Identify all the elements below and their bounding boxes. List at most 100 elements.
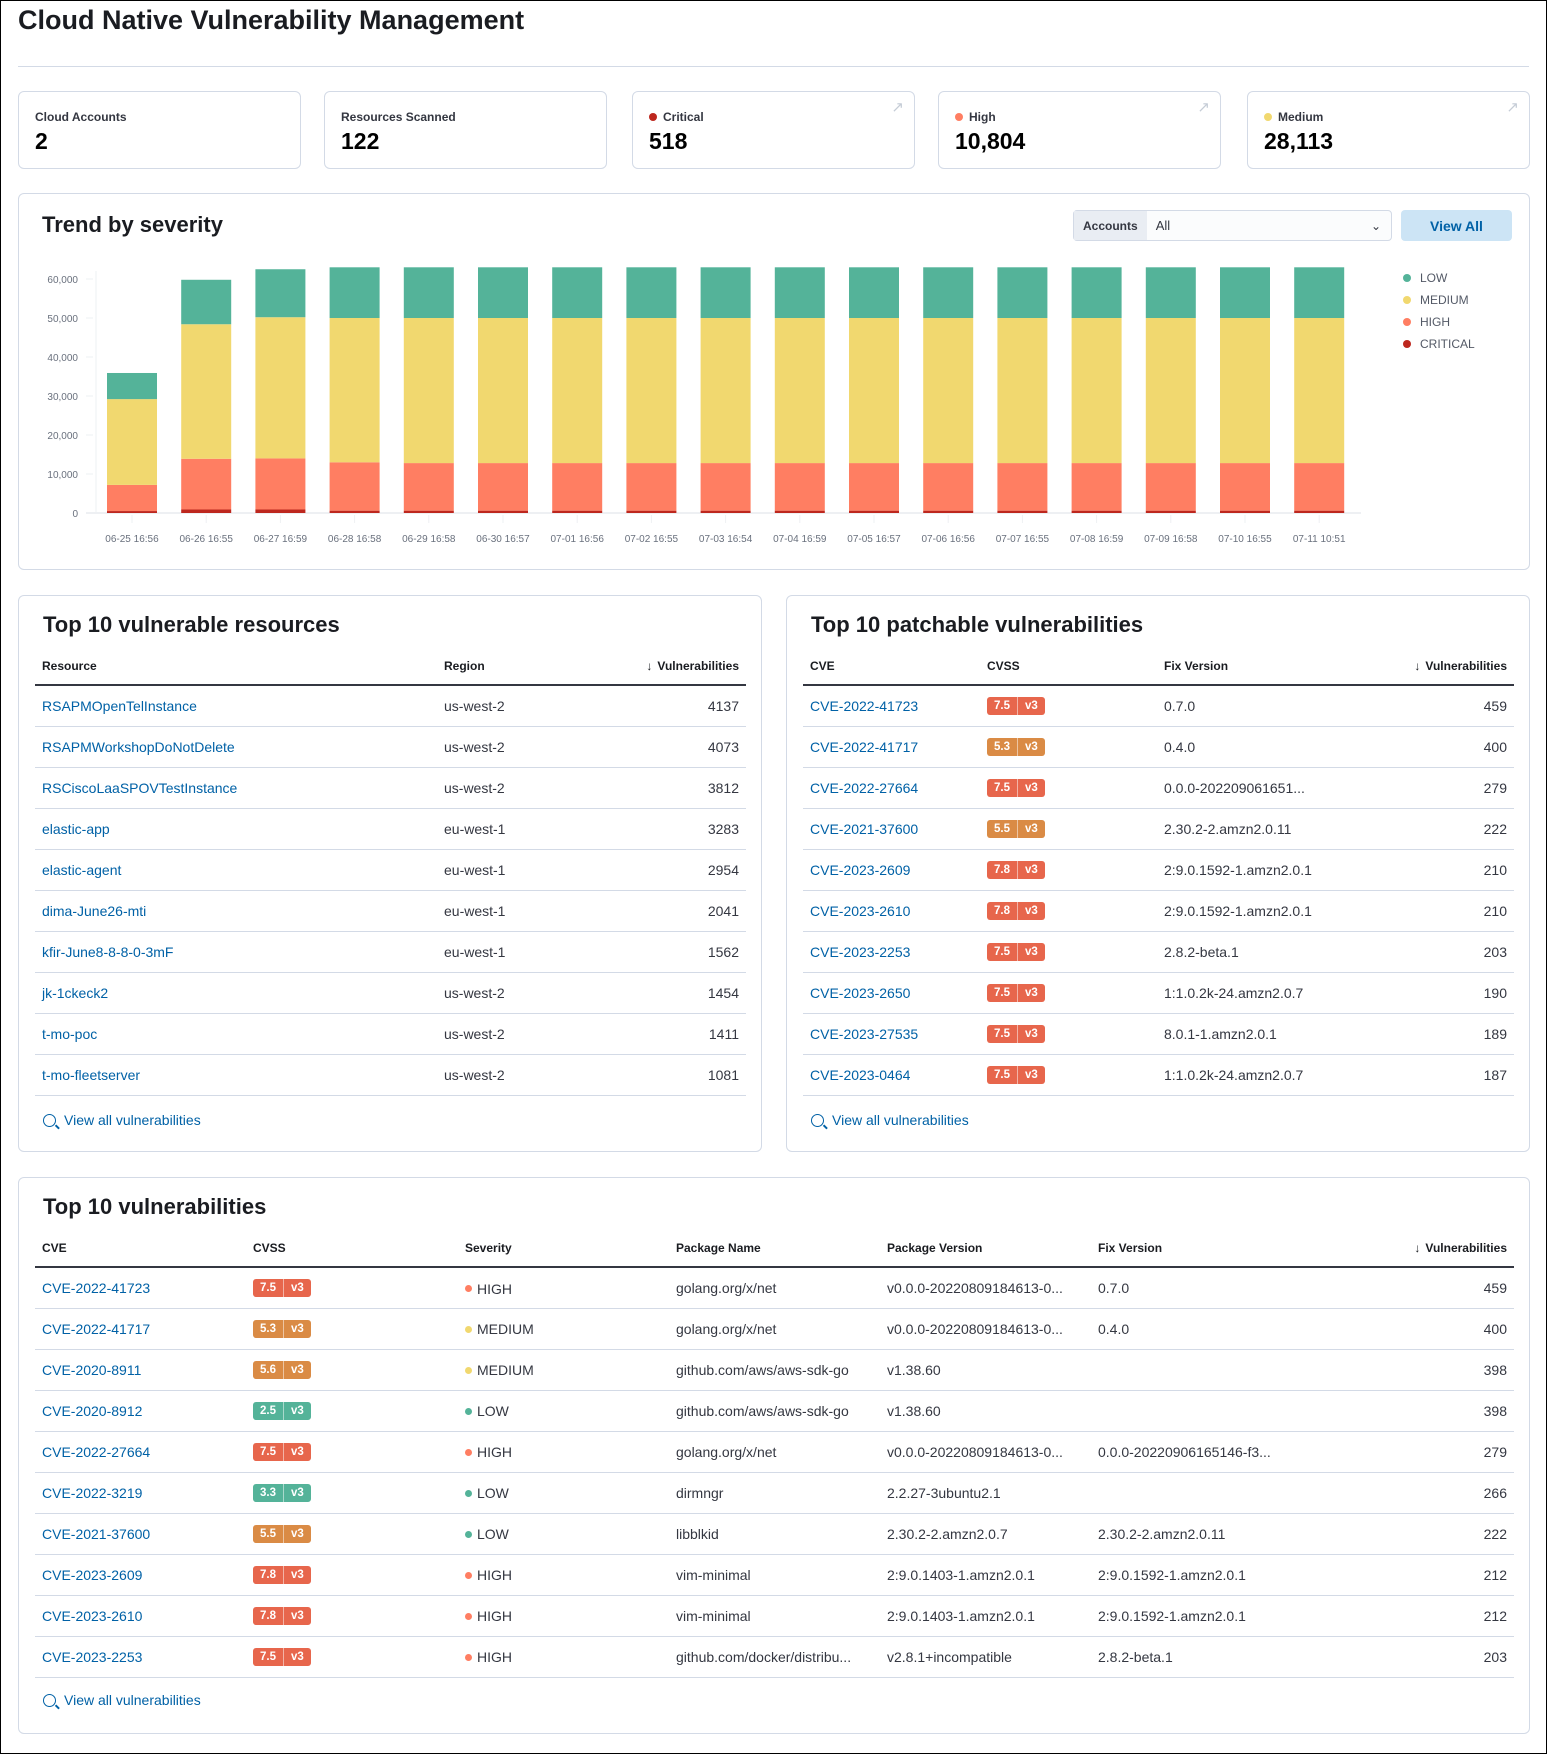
cve-link[interactable]: CVE-2020-8912 [42, 1402, 143, 1419]
column-header[interactable]: Package Name [669, 1229, 880, 1268]
bar-low[interactable] [329, 267, 380, 318]
column-header[interactable]: Severity [458, 1229, 669, 1268]
bar-low[interactable] [478, 267, 528, 318]
bar-medium[interactable] [181, 324, 232, 459]
cve-link[interactable]: CVE-2022-41717 [810, 738, 919, 755]
bar-high[interactable] [997, 463, 1048, 511]
bar-low[interactable] [1294, 267, 1345, 318]
cve-link[interactable]: CVE-2023-2609 [810, 861, 911, 878]
cve-link[interactable]: CVE-2022-27664 [42, 1443, 151, 1460]
legend-item-high[interactable]: HIGH [1403, 311, 1475, 333]
bar-medium[interactable] [997, 318, 1048, 464]
bar-high[interactable] [552, 463, 603, 511]
bar-high[interactable] [700, 463, 751, 511]
bar-high[interactable] [255, 458, 306, 510]
column-header[interactable]: Fix Version [1157, 647, 1357, 686]
bar-high[interactable] [774, 463, 825, 511]
cve-link[interactable]: CVE-2023-2253 [810, 943, 911, 960]
resource-link[interactable]: dima-June26-mti [42, 902, 147, 919]
column-header[interactable]: CVSS [246, 1229, 458, 1268]
bar-medium[interactable] [774, 318, 825, 464]
top-view-all-link[interactable]: View all vulnerabilities [43, 1692, 201, 1708]
bar-critical[interactable] [1145, 510, 1196, 513]
bar-medium[interactable] [700, 318, 751, 464]
bar-critical[interactable] [552, 510, 603, 513]
cve-link[interactable]: CVE-2023-2610 [810, 902, 911, 919]
bar-low[interactable] [552, 267, 603, 318]
bar-medium[interactable] [403, 318, 454, 464]
legend-item-medium[interactable]: MEDIUM [1403, 289, 1475, 311]
cve-link[interactable]: CVE-2023-2650 [810, 984, 911, 1001]
bar-critical[interactable] [478, 510, 528, 513]
cve-link[interactable]: CVE-2022-3219 [42, 1484, 143, 1501]
bar-critical[interactable] [255, 509, 306, 513]
stat-card-medium[interactable]: Medium 28,113 ↗ [1247, 91, 1530, 169]
bar-low[interactable] [1071, 267, 1122, 318]
cve-link[interactable]: CVE-2022-41723 [810, 697, 919, 714]
bar-high[interactable] [329, 462, 380, 511]
bar-critical[interactable] [1071, 510, 1122, 513]
resource-link[interactable]: t-mo-poc [42, 1025, 98, 1042]
bar-medium[interactable] [552, 318, 603, 464]
bar-critical[interactable] [329, 510, 380, 513]
resource-link[interactable]: elastic-agent [42, 861, 122, 878]
bar-critical[interactable] [923, 510, 974, 513]
bar-low[interactable] [700, 267, 751, 318]
bar-critical[interactable] [1220, 510, 1270, 513]
stat-card-critical[interactable]: Critical 518 ↗ [632, 91, 915, 169]
resource-link[interactable]: jk-1ckeck2 [42, 984, 109, 1001]
bar-low[interactable] [923, 267, 974, 318]
bar-high[interactable] [1071, 463, 1122, 511]
resource-link[interactable]: kfir-June8-8-8-0-3mF [42, 943, 174, 960]
stat-card-high[interactable]: High 10,804 ↗ [938, 91, 1221, 169]
bar-high[interactable] [1294, 463, 1345, 511]
cve-link[interactable]: CVE-2021-37600 [42, 1525, 151, 1542]
cve-link[interactable]: CVE-2020-8911 [42, 1361, 142, 1378]
resources-view-all-link[interactable]: View all vulnerabilities [43, 1112, 201, 1128]
column-header[interactable]: ↓ Vulnerabilities [1357, 647, 1514, 686]
column-header[interactable]: ↓ Vulnerabilities [1321, 1229, 1514, 1268]
bar-medium[interactable] [1220, 318, 1270, 464]
column-header[interactable]: Package Version [880, 1229, 1091, 1268]
bar-medium[interactable] [626, 318, 677, 464]
bar-high[interactable] [923, 463, 974, 511]
bar-low[interactable] [1220, 267, 1270, 318]
bar-medium[interactable] [107, 399, 157, 485]
resource-link[interactable]: RSCiscoLaaSPOVTestInstance [42, 779, 238, 796]
bar-medium[interactable] [849, 318, 899, 464]
bar-critical[interactable] [181, 509, 232, 513]
bar-low[interactable] [403, 267, 454, 318]
cve-link[interactable]: CVE-2022-41717 [42, 1320, 151, 1337]
bar-low[interactable] [1145, 267, 1196, 318]
resource-link[interactable]: t-mo-fleetserver [42, 1066, 141, 1083]
bar-high[interactable] [107, 484, 157, 512]
resource-link[interactable]: RSAPMWorkshopDoNotDelete [42, 738, 235, 755]
resource-link[interactable]: elastic-app [42, 820, 110, 837]
bar-high[interactable] [849, 463, 899, 511]
view-all-button[interactable]: View All [1401, 210, 1512, 241]
cve-link[interactable]: CVE-2023-0464 [810, 1066, 911, 1083]
bar-high[interactable] [181, 458, 232, 510]
bar-critical[interactable] [774, 510, 825, 513]
bar-critical[interactable] [626, 510, 677, 513]
bar-medium[interactable] [1145, 318, 1196, 464]
cve-link[interactable]: CVE-2021-37600 [810, 820, 919, 837]
legend-item-low[interactable]: LOW [1403, 267, 1475, 289]
bar-high[interactable] [403, 463, 454, 511]
column-header[interactable]: CVSS [980, 647, 1157, 686]
bar-critical[interactable] [700, 510, 751, 513]
bar-high[interactable] [1145, 463, 1196, 511]
bar-medium[interactable] [923, 318, 974, 464]
cve-link[interactable]: CVE-2023-2610 [42, 1607, 143, 1624]
bar-medium[interactable] [478, 318, 528, 464]
bar-high[interactable] [1220, 463, 1270, 511]
accounts-select[interactable]: Accounts All ⌄ [1073, 210, 1392, 241]
cve-link[interactable]: CVE-2022-41723 [42, 1279, 151, 1296]
bar-critical[interactable] [849, 510, 899, 513]
bar-high[interactable] [626, 463, 677, 511]
bar-low[interactable] [997, 267, 1048, 318]
bar-low[interactable] [626, 267, 677, 318]
bar-medium[interactable] [1294, 318, 1345, 464]
column-header[interactable]: ↓ Vulnerabilities [567, 647, 746, 686]
cve-link[interactable]: CVE-2023-2253 [42, 1648, 143, 1665]
